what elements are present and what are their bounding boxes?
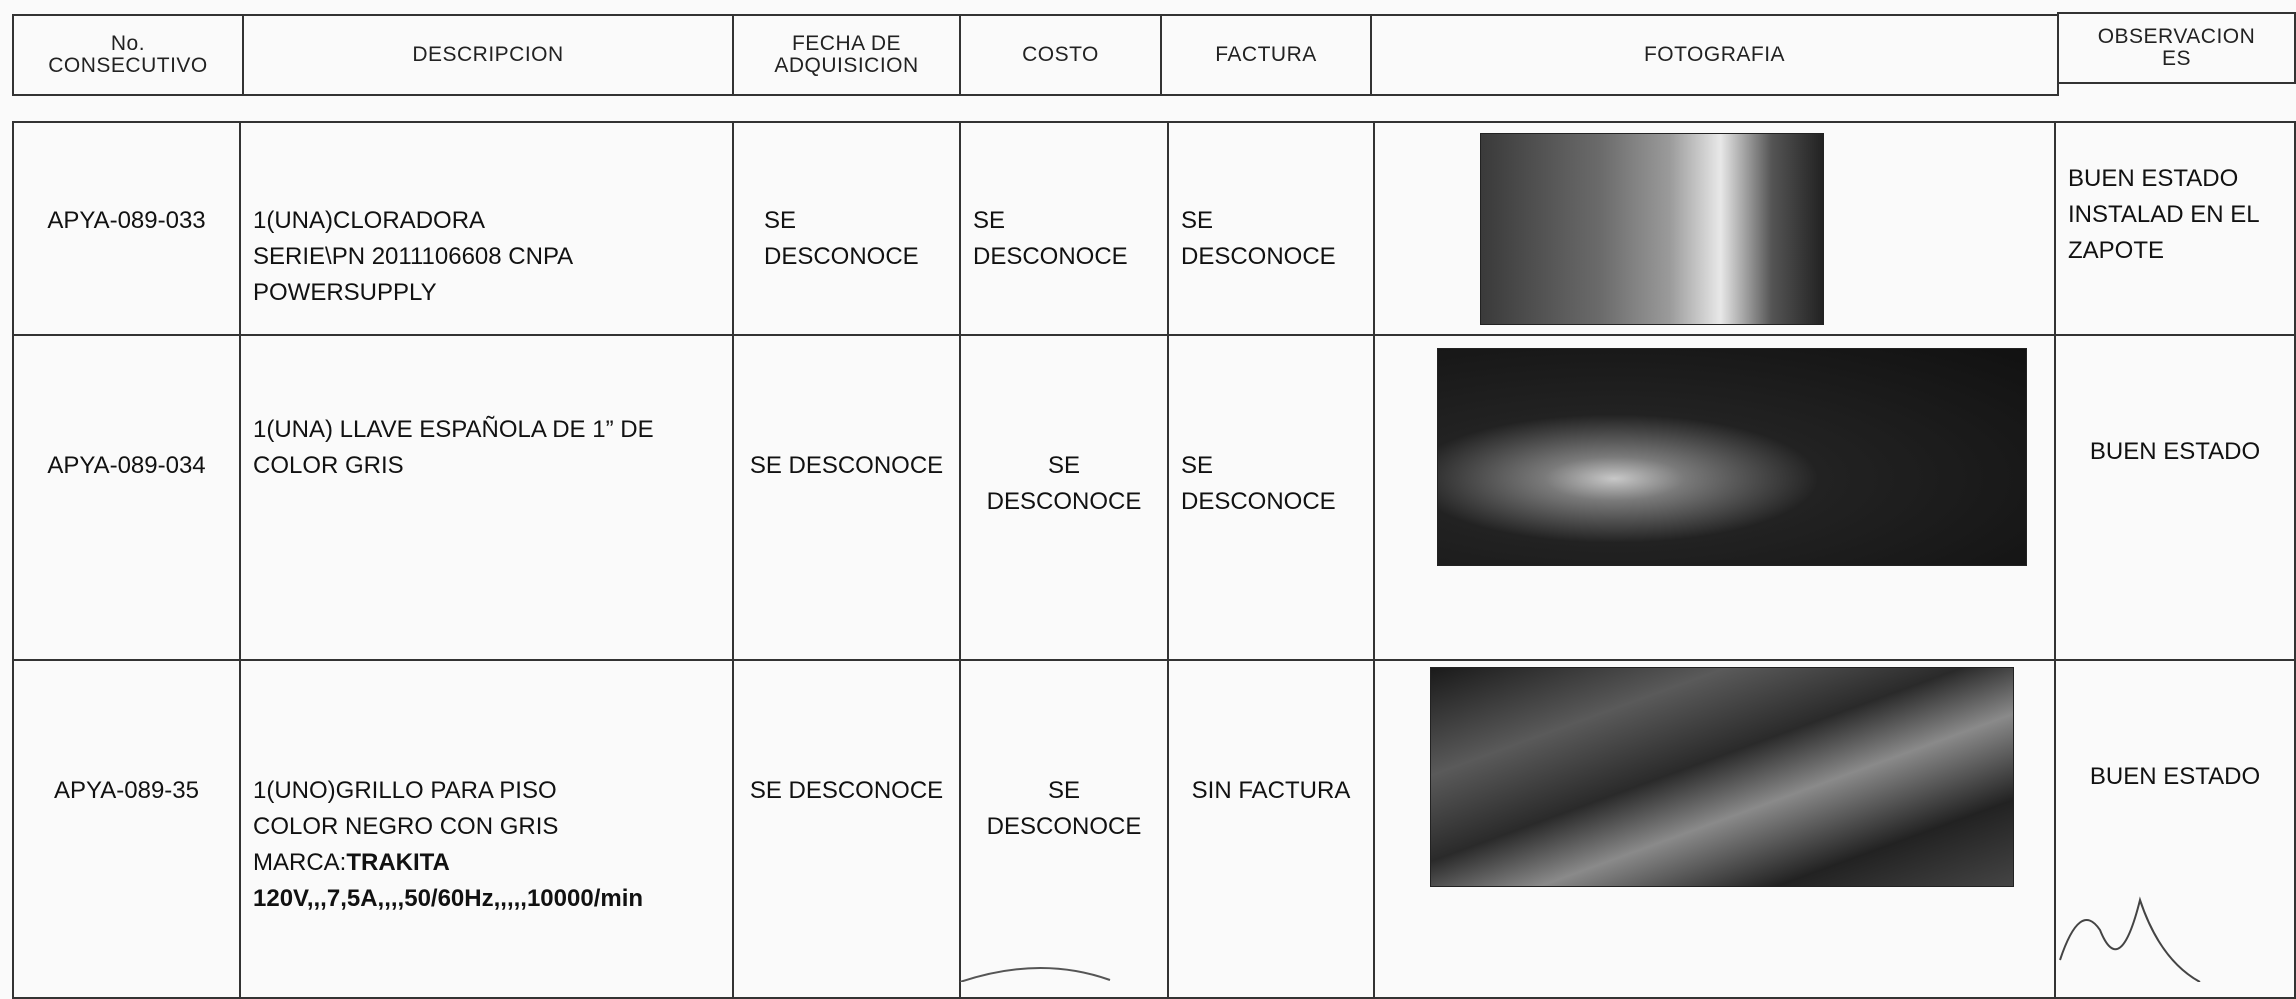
header-text: FACTURA [1215,43,1317,66]
cell-text: SIN FACTURA [1191,777,1351,804]
photo [1437,348,2027,566]
cell-text: SE DESCONOCE [749,777,944,804]
header-cell: FECHA DE ADQUISICION [732,14,961,96]
costo-cell: SE DESCONOCE [959,121,1169,336]
header-text: COSTO [1022,43,1099,66]
cell-text: POWERSUPPLY [253,279,437,306]
description-cell: 1(UNO)GRILLO PARA PISO COLOR NEGRO CON GR… [239,659,734,999]
cell-text: DESCONOCE [986,488,1142,515]
header-text: FECHA DE [791,32,901,55]
cell-text: APYA-089-034 [47,452,206,479]
cell-text: SE [764,207,797,234]
cell-text: SE [1181,452,1214,479]
cell-text: SE [973,207,1006,234]
header-text: CONSECUTIVO [48,54,208,77]
cell-text: COLOR NEGRO CON GRIS [253,813,559,840]
cell-text: SE [1047,777,1080,804]
cell-text: BUEN ESTADO [2068,165,2239,192]
cell-text: DESCONOCE [1181,243,1336,270]
header-text: ES [2161,47,2191,70]
description-cell: 1(UNA)CLORADORA SERIE\PN 2011106608 CNPA P… [239,121,734,336]
cell-text: SERIE\PN 2011106608 CNPA [253,243,574,270]
cell-text: SE [1181,207,1214,234]
cell-text: DESCONOCE [764,243,919,270]
photo-cell [1373,121,2056,336]
cell-text: 1(UNA) LLAVE ESPAÑOLA DE 1” DE [253,416,654,443]
header-text: No. [110,32,146,55]
photo [1480,133,1824,325]
cell-text: TRAKITA [346,849,450,876]
observaciones-cell: BUEN ESTADO INSTALAD EN EL ZAPOTE [2054,121,2296,336]
cell-text: MARCA: [253,849,347,876]
photo [1430,667,2014,887]
cell-text: DESCONOCE [1181,488,1336,515]
cell-text: SE DESCONOCE [749,452,944,479]
header-cell: OBSERVACION ES [2057,12,2296,84]
header-text: DESCRIPCION [412,43,564,66]
cell-text: 120V,,,7,5A,,,,50/60Hz,,,,,10000/min [253,885,644,912]
header-text: OBSERVACION [2097,25,2256,48]
cell-text: SE [1047,452,1080,479]
cell-text: BUEN ESTADO [2089,763,2261,790]
cell-text: INSTALAD EN EL [2068,201,2260,228]
cell-text: DESCONOCE [973,243,1128,270]
photo-cell [1373,659,2056,999]
cell-text: APYA-089-033 [47,207,206,234]
cell-text: BUEN ESTADO [2089,438,2261,465]
cell-text: 1(UNA)CLORADORA [253,207,486,234]
cell-text: COLOR GRIS [253,452,404,479]
cell-text: DESCONOCE [986,813,1142,840]
header-text: ADQUISICION [774,54,919,77]
cell-text: APYA-089-35 [54,777,199,804]
header-cell: No. CONSECUTIVO [12,14,244,96]
cell-text: 1(UNO)GRILLO PARA PISO [253,777,557,804]
cell-text: ZAPOTE [2068,237,2165,264]
photo-cell [1373,334,2056,661]
header-text: FOTOGRAFIA [1643,43,1786,66]
